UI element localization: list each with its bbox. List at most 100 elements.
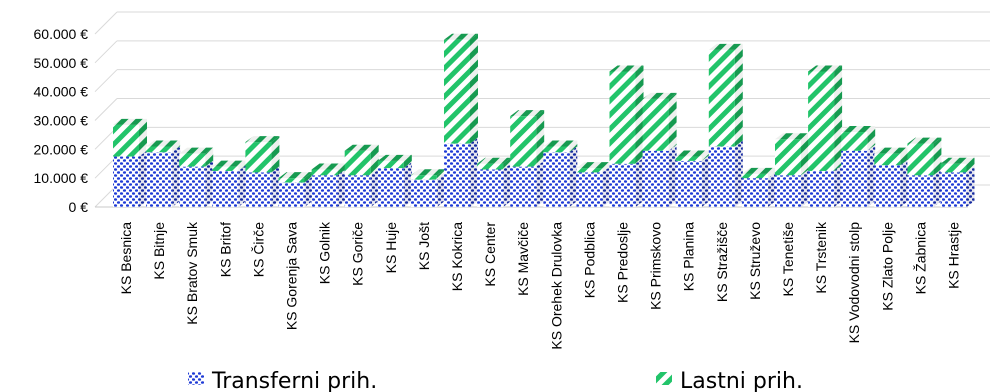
bar-group [775,133,809,207]
bar-lastni [278,178,305,183]
bar-group [708,43,743,207]
bar-group [113,118,147,207]
bar-top-face [609,65,644,72]
bar-transferni-side [139,150,147,207]
bar-group [245,136,280,207]
bar-group [576,162,611,207]
bar-lastni-side [767,167,776,179]
bar-transferni-side [172,146,181,207]
bar-transferni [609,163,636,207]
category-label: KS Žabnica [912,222,928,295]
bar-top-face [278,172,313,179]
bar-lastni [808,71,835,171]
bar-top-face [940,157,975,164]
bar-top-face [245,136,280,143]
bar-top-face [212,160,247,167]
bar-group [444,33,478,207]
y-tick-label: 0 € [69,199,89,215]
bar-lastni [410,175,437,180]
gridline-diag [94,40,118,64]
bar-transferni [477,169,504,207]
bar-transferni [576,172,603,207]
bar-transferni [808,170,835,207]
bar-transferni [245,172,272,207]
category-label: KS Besnica [118,222,134,295]
bar-top-face [642,92,677,99]
bar-top-face [344,144,379,151]
gridline-diag [94,98,118,121]
bar-transferni-side [668,144,677,207]
bar-lastni-side [370,144,379,176]
bar-group [940,157,975,207]
bar-group [278,172,313,207]
bar-lastni [708,49,735,147]
category-label: KS Mavčiče [515,222,531,296]
category-label: KS Trstenik [813,221,829,294]
bar-lastni-side [966,157,975,173]
category-label: KS Predoslje [615,222,631,303]
gridline-diag [94,11,118,35]
y-tick-label: 40.000 € [34,84,89,100]
bar-lastni-side [205,147,214,167]
bar-lastni-side [701,150,710,161]
bar-lastni-side [172,140,181,153]
bar-top-face [146,140,181,147]
bar-transferni-side [238,164,247,207]
bar-lastni [344,150,371,176]
bar-transferni [775,175,801,207]
bar-transferni-side [900,159,909,207]
bar-transferni-side [635,157,644,207]
category-label: KS Zlato Polje [879,222,895,311]
bar-lastni [179,153,206,167]
bar-transferni-side [370,169,379,207]
bar-transferni-side [867,144,876,207]
bar-lastni [377,160,404,169]
bar-lastni [245,142,272,173]
bar-transferni-side [503,163,512,207]
category-label: KS Planina [681,222,697,291]
bar-transferni-side [701,154,710,207]
bar-transferni [179,166,206,207]
bar-group [146,140,181,207]
category-label: KS Kokrica [449,222,465,291]
bar-lastni [543,146,570,153]
bar-top-face [477,157,512,164]
legend-swatch [188,372,204,385]
bar-top-face [775,133,809,140]
bar-transferni [212,170,239,207]
category-label: KS Golnik [317,221,333,284]
y-tick-label: 30.000 € [34,113,89,129]
bar-lastni [841,132,868,151]
bar-transferni-side [470,137,478,207]
bar-group [377,154,412,207]
legend-label: Transferni prih. [211,369,377,392]
bar-lastni [510,116,537,167]
bar-lastni [113,124,139,157]
y-tick-label: 60.000 € [34,26,89,42]
bar-top-face [708,43,743,50]
bar-transferni-side [205,160,214,207]
bar-lastni-side [238,160,247,171]
category-label: KS Čirče [250,222,266,277]
category-label: KS Bitnje [151,222,167,280]
bar-lastni-side [403,154,412,169]
bar-group [344,144,379,207]
bar-transferni-side [337,169,346,207]
bar-lastni-side [933,137,942,176]
bar-lastni-side [536,110,545,167]
bar-transferni [874,165,901,207]
bars [113,33,975,207]
legend-item-transferni: Transferni prih. [188,369,377,392]
bar-lastni [642,98,669,151]
bar-lastni [576,168,603,173]
bar-lastni-side [734,43,743,147]
bar-top-face [113,118,147,125]
x-axis: KS Besnica KS Bitnje KS Bratov Smuk KS Brit… [118,221,962,350]
category-label: KS Huje [383,222,399,274]
bar-transferni [841,150,868,207]
bar-top-face [510,110,545,117]
bar-top-face [675,150,710,157]
bar-top-face [444,33,478,40]
bar-transferni [907,175,934,207]
category-label: KS Podblica [581,222,597,298]
